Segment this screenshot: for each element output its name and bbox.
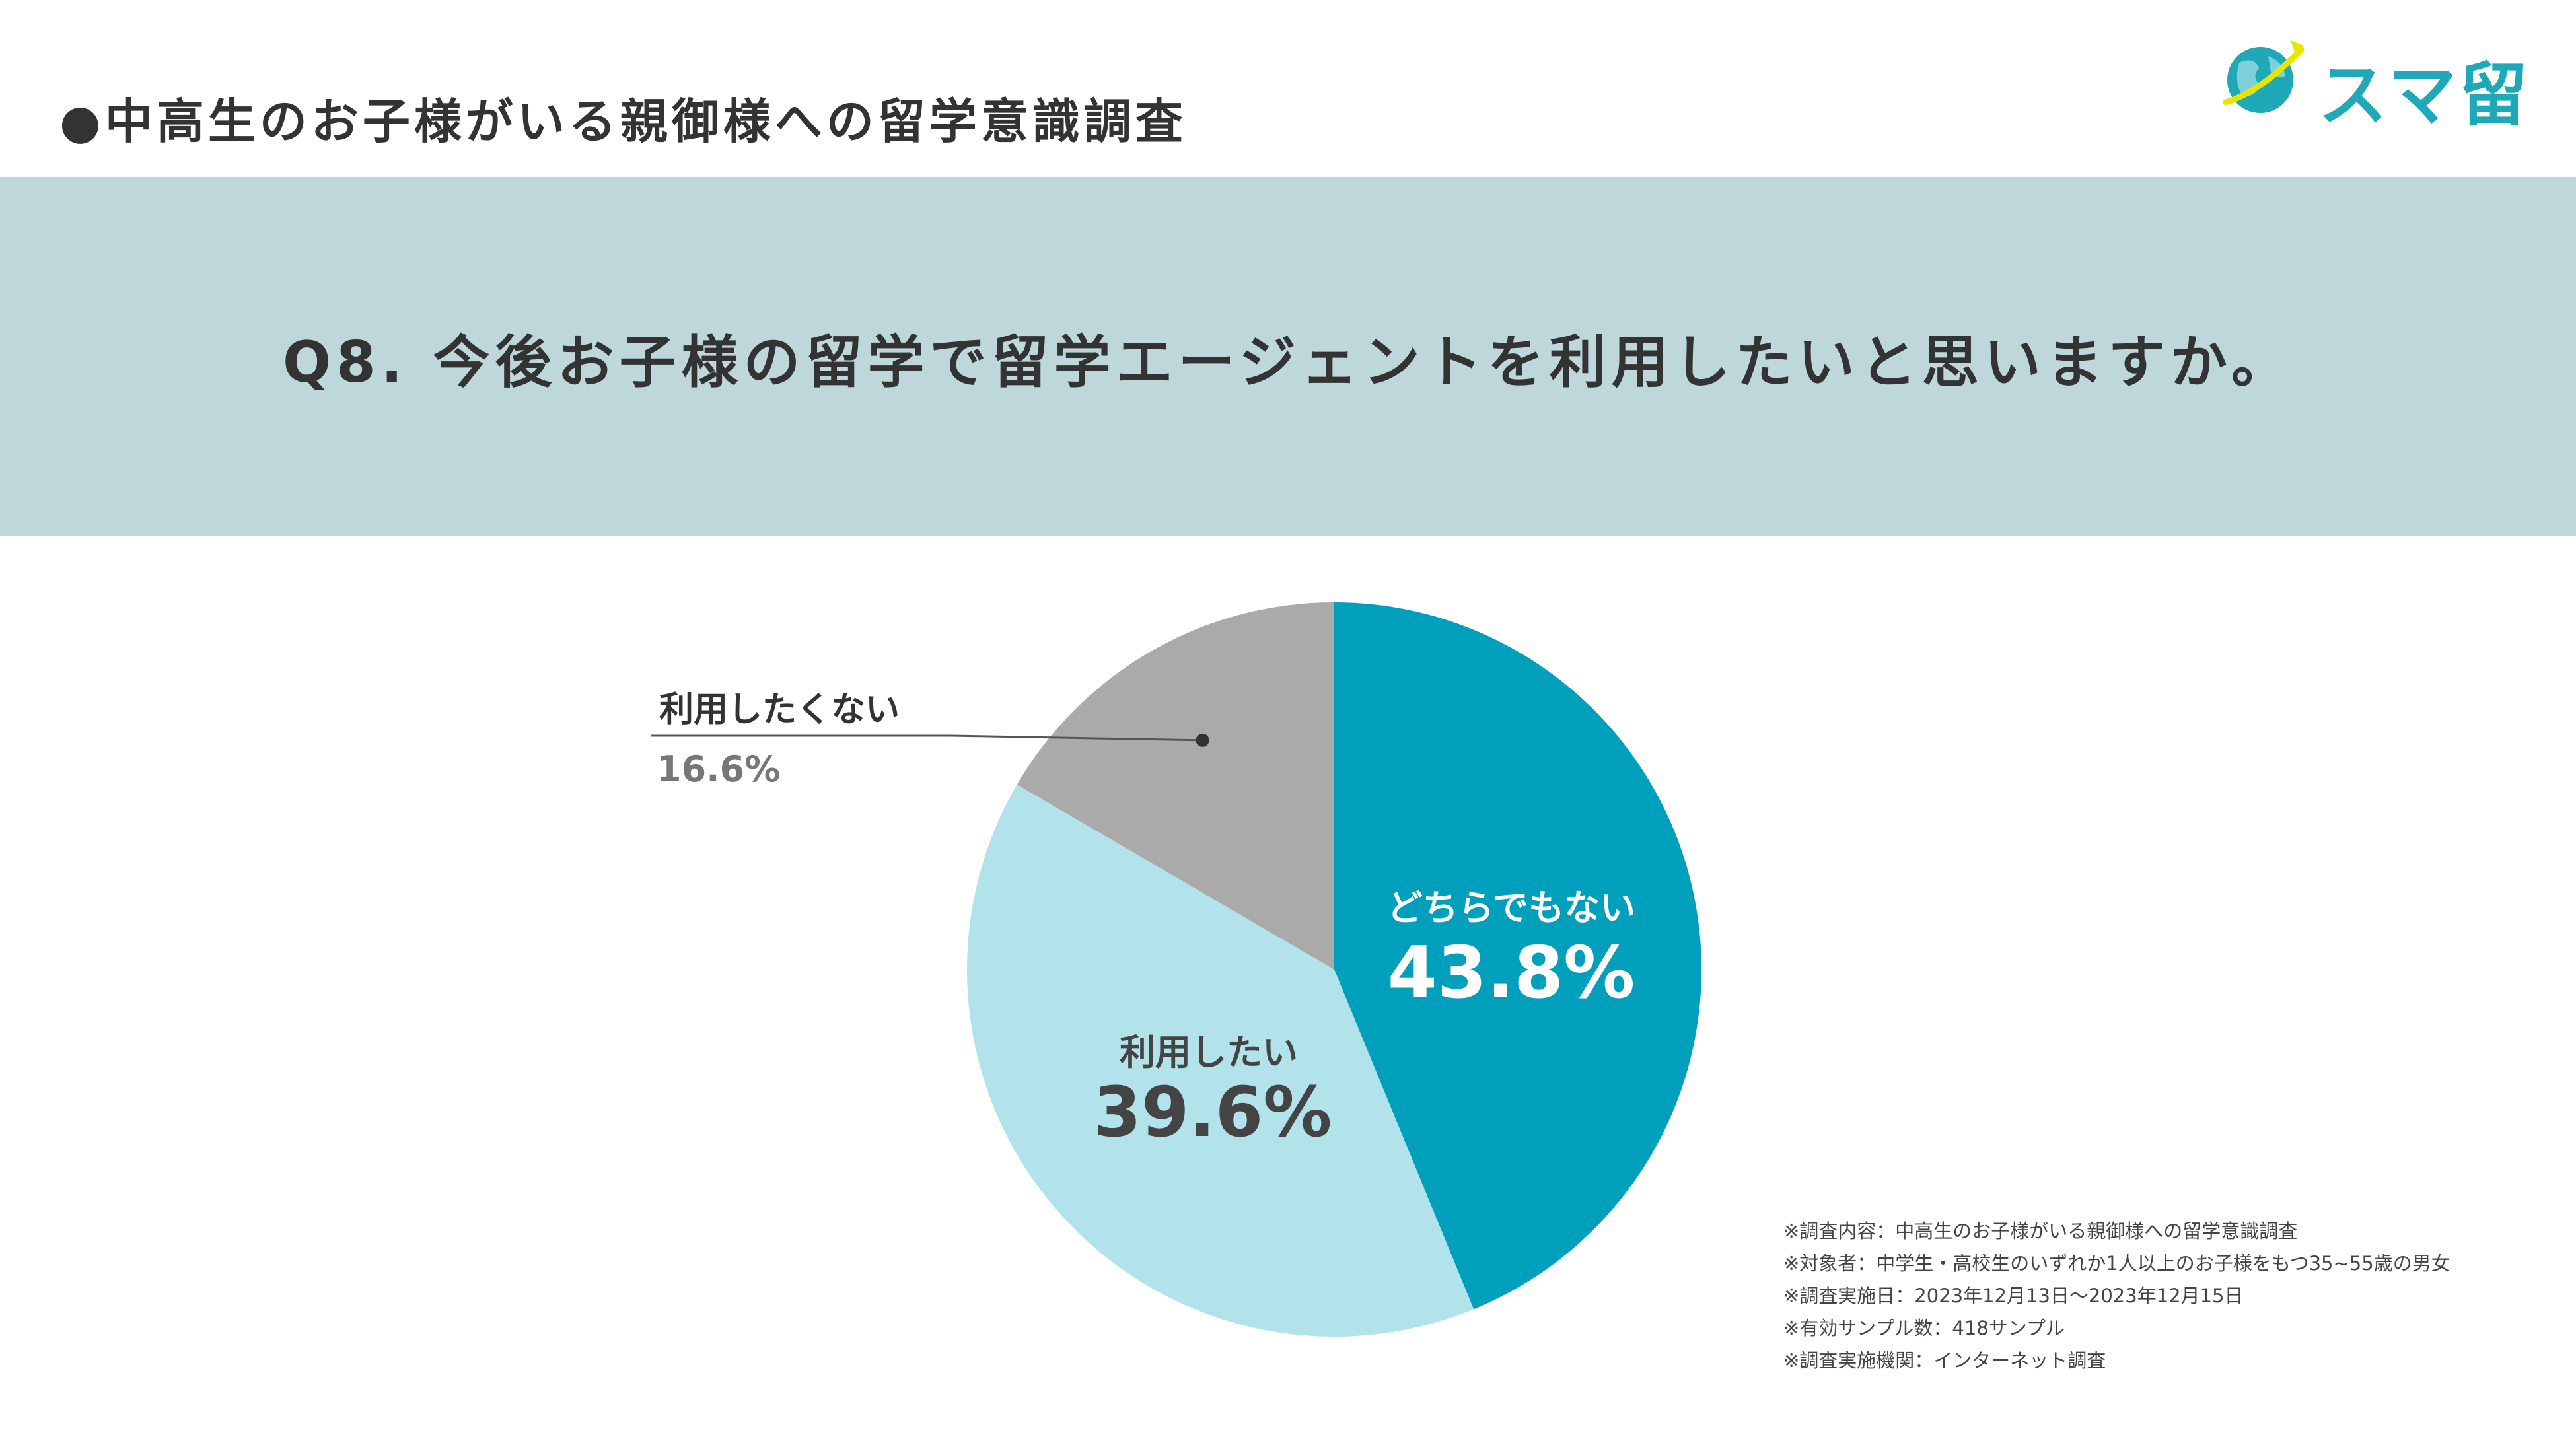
note-line: ※調査実施日：2023年12月13日〜2023年12月15日 — [1783, 1285, 2244, 1307]
slice-name-label: どちらでもない — [1387, 887, 1635, 929]
pie-slice — [1017, 602, 1334, 970]
logo: スマ留 — [2219, 36, 2530, 135]
slice-name-label: 利用したくない — [659, 690, 900, 730]
question-text: Q8. 今後お子様の留学で留学エージェントを利用したいと思いますか。 — [282, 330, 2294, 396]
leader-line — [950, 734, 1203, 742]
question-band: Q8. 今後お子様の留学で留学エージェントを利用したいと思いますか。 — [0, 177, 2576, 536]
survey-title: ●中高生のお子様がいる親御様への留学意識調査 — [59, 94, 1187, 149]
note-line: ※有効サンプル数：418サンプル — [1783, 1317, 2065, 1339]
pie-slice — [1334, 602, 1702, 1310]
globe-logo-icon — [2223, 40, 2305, 113]
note-line: ※調査内容：中高生のお子様がいる親御様への留学意識調査 — [1783, 1220, 2298, 1242]
slice-value-label: 16.6% — [657, 748, 780, 790]
pie-slice — [967, 784, 1474, 1337]
note-line: ※調査実施機関：インターネット調査 — [1783, 1349, 2106, 1372]
slice-name-label: 利用したい — [1120, 1032, 1298, 1073]
slice-value-label: 39.6% — [1094, 1072, 1332, 1152]
leader-dot — [1196, 733, 1209, 747]
logo-text: スマ留 — [2318, 55, 2530, 135]
slice-value-label: 43.8% — [1388, 932, 1635, 1014]
survey-notes: ※調査内容：中高生のお子様がいる親御様への留学意識調査 ※対象者：中学生・高校生… — [1783, 1215, 2451, 1377]
note-line: ※対象者：中学生・高校生のいずれか1人以上のお子様をもつ35~55歳の男女 — [1783, 1252, 2451, 1275]
